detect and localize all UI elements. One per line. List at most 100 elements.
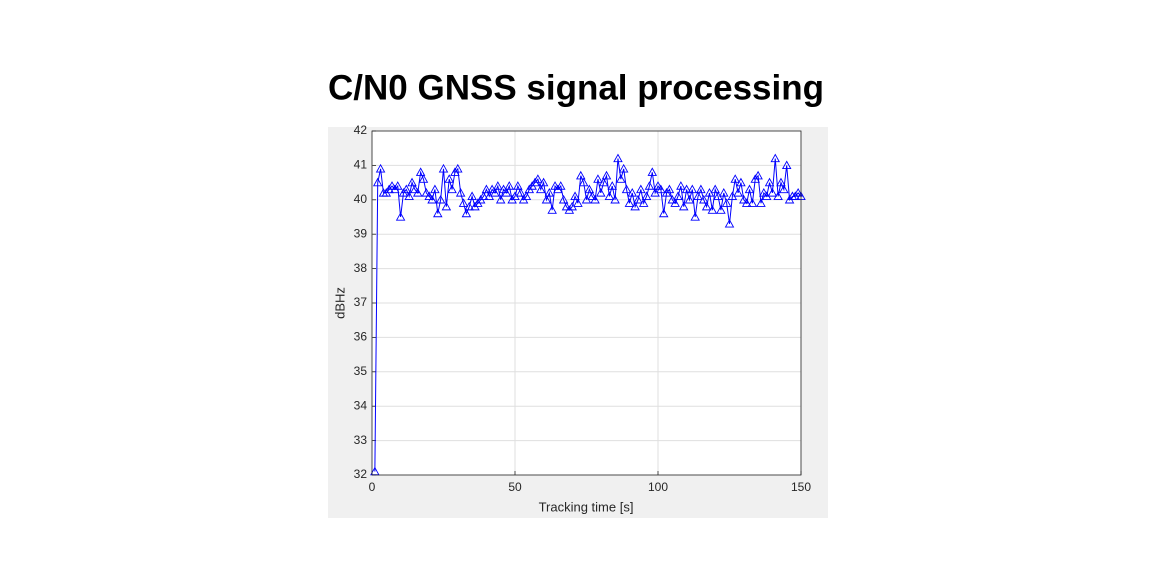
marker (613, 153, 623, 163)
marker (633, 194, 643, 204)
marker (698, 194, 709, 204)
marker (433, 208, 443, 218)
y-tick-label: 39 (354, 226, 368, 240)
marker (707, 205, 718, 214)
marker (435, 194, 446, 204)
marker (776, 177, 786, 187)
marker (455, 187, 466, 197)
marker (430, 184, 440, 194)
y-tick-label: 37 (354, 295, 368, 309)
marker (521, 191, 532, 201)
marker (453, 163, 463, 173)
marker (759, 187, 769, 197)
marker (676, 181, 686, 190)
marker (570, 191, 580, 201)
marker (773, 191, 783, 201)
marker (696, 184, 706, 194)
y-tick-label: 36 (354, 330, 368, 344)
y-tick-label: 41 (354, 158, 368, 172)
marker (744, 184, 755, 194)
y-tick-label: 42 (354, 123, 368, 137)
marker (747, 198, 758, 207)
marker (395, 212, 406, 221)
axes-box (371, 130, 802, 476)
marker (736, 177, 746, 187)
marker (421, 187, 432, 197)
x-tick-label: 0 (369, 480, 376, 494)
x-axis-label: Tracking time [s] (539, 499, 634, 514)
marker (690, 212, 700, 221)
marker (561, 201, 572, 211)
marker (601, 170, 612, 180)
marker (598, 177, 609, 187)
marker (730, 174, 740, 183)
marker (590, 194, 600, 204)
marker (693, 191, 703, 201)
marker (587, 191, 597, 201)
marker (544, 187, 555, 197)
marker (412, 187, 423, 197)
marker (721, 198, 732, 207)
marker (607, 181, 618, 190)
marker (596, 187, 606, 197)
marker (513, 181, 523, 190)
marker (781, 160, 792, 170)
marker (716, 205, 726, 214)
marker (719, 187, 729, 197)
y-tick-label: 35 (354, 364, 368, 378)
marker (461, 208, 472, 218)
x-tick-label: 50 (508, 480, 522, 494)
marker (741, 198, 752, 207)
marker (375, 163, 386, 173)
marker (555, 181, 566, 190)
marker (495, 194, 506, 204)
marker (656, 184, 666, 194)
marker (458, 198, 469, 207)
marker (541, 194, 552, 204)
marker (493, 181, 503, 190)
marker (444, 174, 454, 183)
marker (621, 184, 632, 194)
marker (464, 201, 475, 211)
marker (687, 184, 698, 194)
marker (441, 201, 452, 211)
marker (624, 198, 635, 207)
x-tick-label: 100 (648, 480, 668, 494)
marker (610, 194, 620, 204)
marker (756, 198, 766, 207)
marker (372, 177, 383, 187)
marker (630, 201, 640, 211)
marker (670, 198, 680, 207)
y-tick-label: 34 (354, 398, 368, 412)
series-line (374, 158, 802, 472)
marker (490, 187, 500, 197)
marker (584, 184, 595, 194)
marker (641, 191, 652, 201)
marker (638, 198, 649, 207)
x-tick-label: 150 (791, 480, 811, 494)
marker (618, 163, 629, 173)
marker (401, 184, 412, 194)
marker (616, 174, 626, 183)
marker (392, 181, 403, 190)
marker (535, 184, 546, 194)
marker (533, 174, 543, 183)
chart-title: C/N0 GNSS signal processing (328, 68, 824, 107)
marker (701, 201, 712, 211)
marker (547, 205, 557, 214)
y-tick-label: 38 (354, 261, 368, 275)
marker (504, 181, 515, 190)
marker (415, 167, 426, 176)
marker (501, 187, 512, 197)
marker (410, 184, 420, 194)
marker (647, 167, 658, 176)
marker (793, 187, 803, 197)
marker (558, 194, 569, 204)
marker (438, 163, 449, 173)
marker (478, 191, 489, 201)
marker (407, 177, 417, 187)
marker (644, 181, 655, 190)
marker (673, 191, 683, 201)
marker (538, 177, 549, 187)
